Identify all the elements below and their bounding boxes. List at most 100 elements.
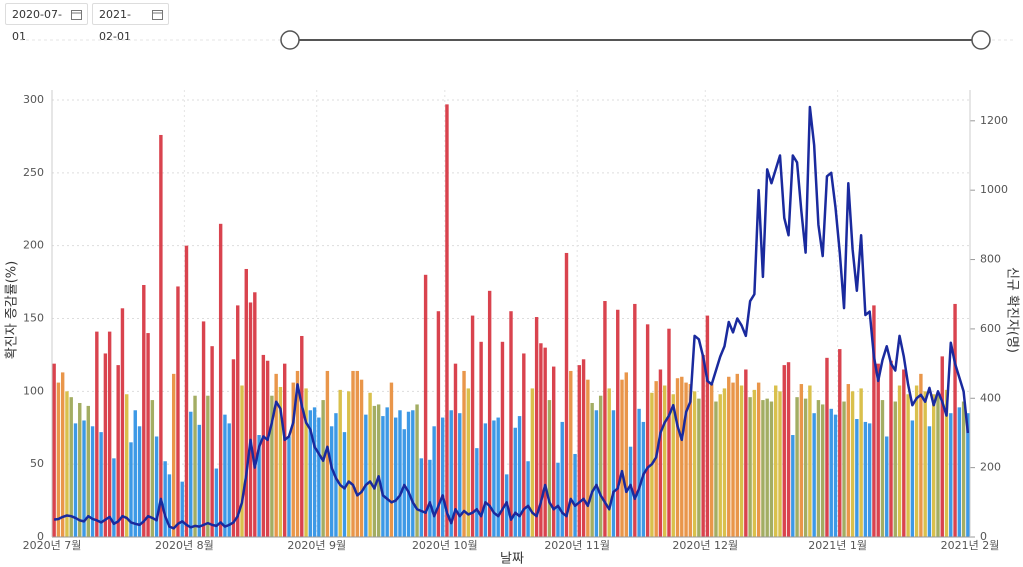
slider-handle-end[interactable] xyxy=(971,30,991,50)
bar xyxy=(99,432,103,537)
bar xyxy=(586,379,590,537)
bar xyxy=(466,388,471,537)
bar xyxy=(803,398,808,537)
bar xyxy=(944,389,949,537)
bar xyxy=(487,290,492,537)
bar xyxy=(218,223,223,538)
bar xyxy=(931,394,936,537)
x-tick-label: 2020년 9월 xyxy=(287,539,346,552)
bar xyxy=(838,349,842,537)
bar xyxy=(735,373,740,537)
bar xyxy=(889,360,893,537)
bar xyxy=(722,388,727,537)
bar xyxy=(159,134,163,537)
bar xyxy=(739,385,744,537)
bar xyxy=(637,408,641,537)
bar xyxy=(611,410,616,537)
bar xyxy=(816,400,821,537)
bar xyxy=(483,423,488,537)
bar xyxy=(910,420,915,537)
bar xyxy=(133,410,137,537)
bar xyxy=(752,389,757,537)
y2-tick-label: 1200 xyxy=(980,114,1008,127)
bar xyxy=(317,417,321,537)
bar xyxy=(684,382,688,537)
bar xyxy=(270,395,274,537)
bar xyxy=(590,402,594,537)
bar xyxy=(850,391,855,537)
bar xyxy=(581,359,586,537)
bar xyxy=(300,335,304,537)
x-axis-title: 날짜 xyxy=(500,552,524,567)
bar xyxy=(338,389,342,537)
bar xyxy=(876,363,880,537)
bar xyxy=(376,404,381,537)
y2-tick-label: 800 xyxy=(980,253,1001,266)
bar xyxy=(607,388,611,537)
y2-tick-label: 1000 xyxy=(980,183,1008,196)
bar xyxy=(940,356,944,537)
line xyxy=(53,105,970,530)
bar xyxy=(142,284,146,537)
y-tick-label: 0 xyxy=(37,530,44,543)
bar xyxy=(351,370,355,537)
calendar-icon xyxy=(152,10,163,20)
bar xyxy=(718,394,722,537)
bar xyxy=(953,303,957,537)
bar xyxy=(287,436,291,537)
y2-tick-label: 0 xyxy=(980,530,987,543)
bar xyxy=(86,405,91,537)
bar xyxy=(633,303,637,537)
bar xyxy=(52,363,56,537)
bar xyxy=(551,366,556,537)
bar xyxy=(475,448,479,537)
slider-handle-start[interactable] xyxy=(280,30,300,50)
bar xyxy=(923,391,927,537)
bar xyxy=(863,421,868,537)
bar xyxy=(564,252,569,537)
bar xyxy=(530,388,535,537)
bar xyxy=(556,462,560,537)
bar xyxy=(432,426,436,537)
bar xyxy=(885,436,889,537)
bar xyxy=(227,423,231,537)
bar xyxy=(206,395,210,537)
bar xyxy=(342,432,347,537)
bar xyxy=(927,426,932,537)
bar xyxy=(355,370,359,537)
bar xyxy=(120,308,125,537)
bar xyxy=(295,370,300,537)
bar xyxy=(867,423,872,537)
bar xyxy=(244,268,248,537)
bar xyxy=(163,461,167,537)
bar xyxy=(731,382,735,537)
bar xyxy=(897,385,902,537)
bar xyxy=(598,395,603,537)
bar xyxy=(436,311,441,537)
x-tick-label: 2020년 10월 xyxy=(412,539,478,552)
bar xyxy=(645,324,650,537)
bar xyxy=(129,442,133,537)
y-tick-label: 300 xyxy=(23,93,44,106)
bar xyxy=(137,426,142,537)
bar xyxy=(812,413,816,537)
bar xyxy=(240,385,244,537)
bar xyxy=(714,401,718,537)
y-tick-label: 250 xyxy=(23,166,44,179)
bar xyxy=(154,436,159,537)
bar xyxy=(184,245,189,537)
bar xyxy=(957,407,962,537)
bar xyxy=(820,404,825,537)
bar xyxy=(479,341,483,537)
bar xyxy=(419,458,424,537)
bar xyxy=(470,315,475,537)
bar xyxy=(577,365,582,537)
bar xyxy=(146,333,150,537)
bar xyxy=(253,292,257,537)
bar xyxy=(167,474,172,537)
bar xyxy=(107,331,112,537)
y2-tick-label: 200 xyxy=(980,461,1001,474)
bar xyxy=(526,461,530,537)
bar xyxy=(445,104,449,538)
bar xyxy=(769,401,774,537)
